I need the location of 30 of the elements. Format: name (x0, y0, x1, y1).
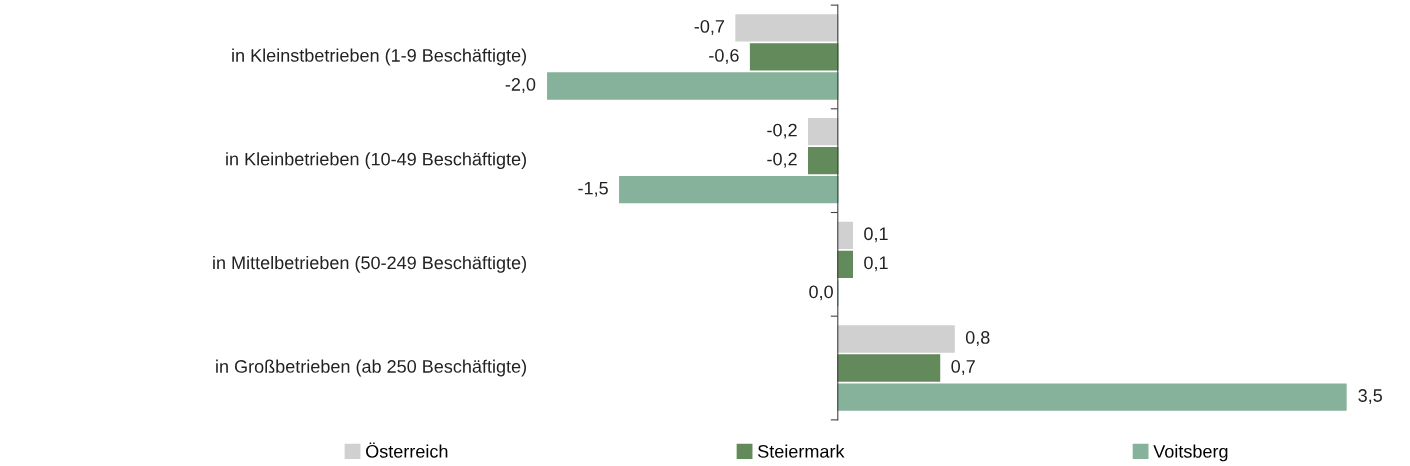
legend-label: Voitsberg (1153, 444, 1228, 462)
y-tick-label: in Kleinstbetrieben (1-9 Beschäftigte) (232, 48, 526, 66)
y-tick-label: in Mittelbetrieben (50-249 Beschäftigte) (213, 255, 526, 273)
data-label: -1,5 (578, 181, 608, 197)
bar (619, 176, 839, 204)
data-label: -0,7 (694, 20, 725, 35)
data-label: 0,1 (864, 256, 888, 272)
data-label: -0,2 (767, 123, 797, 139)
legend-label: Österreich (366, 442, 448, 458)
bar (837, 354, 941, 382)
data-label: 0,7 (951, 360, 975, 375)
bar (837, 383, 1347, 411)
bar (837, 250, 854, 278)
data-label: 0,1 (864, 227, 888, 243)
y-tick-label: in Großbetrieben (ab 250 Beschäftigte) (216, 359, 526, 377)
data-label: -2,0 (505, 78, 536, 93)
bar (547, 72, 839, 100)
bar (837, 221, 854, 249)
y-tick-label: in Kleinbetrieben (10-49 Beschäftigte) (226, 152, 526, 170)
legend-label: Steiermark (758, 444, 845, 458)
bar (837, 325, 955, 353)
data-label: 0,8 (965, 331, 990, 346)
bar (749, 43, 839, 71)
bar (808, 146, 839, 175)
data-label: 3,5 (1358, 389, 1382, 405)
data-label: 0,0 (809, 285, 833, 301)
data-label: -0,2 (767, 152, 797, 168)
data-label: -0,6 (709, 49, 739, 64)
bar (735, 14, 839, 42)
bar (808, 117, 839, 146)
